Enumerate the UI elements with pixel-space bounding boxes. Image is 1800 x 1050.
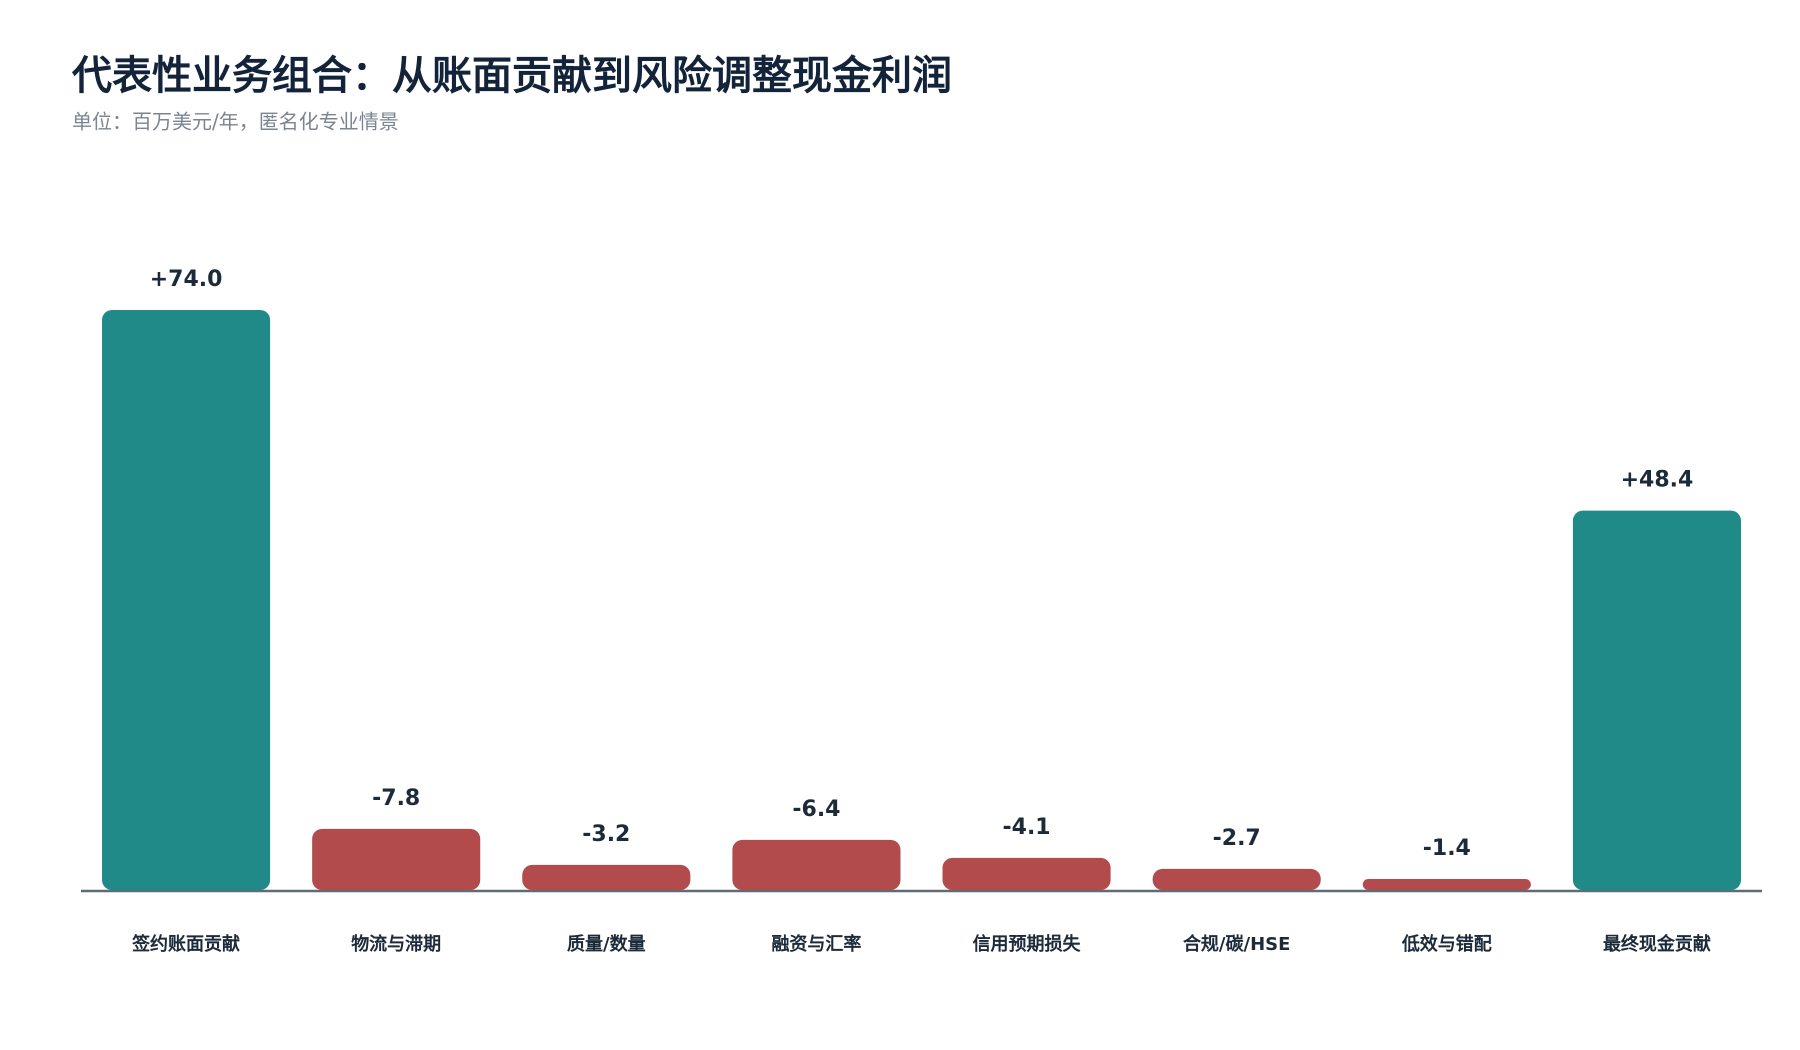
x-tick-label: 合规/碳/HSE: [1183, 933, 1290, 955]
bar: [522, 864, 691, 890]
value-label: +74.0: [150, 267, 223, 292]
bar: [942, 857, 1111, 890]
x-tick-label: 融资与汇率: [771, 933, 861, 955]
bar: [1152, 868, 1321, 890]
value-label: -1.4: [1423, 836, 1471, 861]
bar: [1362, 879, 1531, 890]
bar: [102, 310, 271, 890]
bar: [1572, 510, 1741, 890]
value-label: -7.8: [372, 786, 420, 811]
value-label: -4.1: [1003, 815, 1051, 840]
x-tick-label: 质量/数量: [567, 933, 646, 955]
value-label: -3.2: [582, 822, 630, 847]
x-tick-label: 物流与滞期: [351, 933, 441, 955]
bar: [312, 828, 481, 890]
x-tick-label: 签约账面贡献: [131, 933, 240, 955]
x-tick-label: 低效与错配: [1401, 933, 1492, 955]
x-tick-label: 最终现金贡献: [1603, 933, 1711, 955]
value-label: +48.4: [1621, 468, 1694, 493]
chart-subtitle: 单位：百万美元/年，匿名化专业情景: [72, 110, 399, 134]
x-tick-label: 信用预期损失: [973, 933, 1082, 955]
bar: [732, 839, 901, 890]
chart-title: 代表性业务组合：从账面贡献到风险调整现金利润: [71, 53, 952, 99]
value-label: -6.4: [792, 797, 840, 822]
value-label: -2.7: [1213, 826, 1261, 851]
